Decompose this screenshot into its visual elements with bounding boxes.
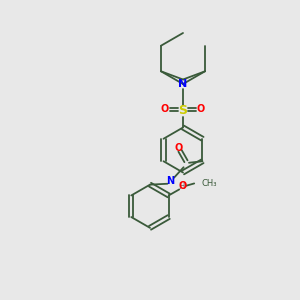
Text: O: O — [197, 104, 205, 115]
Text: O: O — [174, 143, 183, 153]
Text: H: H — [178, 182, 185, 191]
Text: S: S — [178, 104, 188, 118]
Text: N: N — [166, 176, 174, 186]
Text: N: N — [178, 79, 188, 89]
Text: O: O — [178, 182, 186, 191]
Text: O: O — [161, 104, 169, 115]
Text: CH₃: CH₃ — [202, 179, 217, 188]
